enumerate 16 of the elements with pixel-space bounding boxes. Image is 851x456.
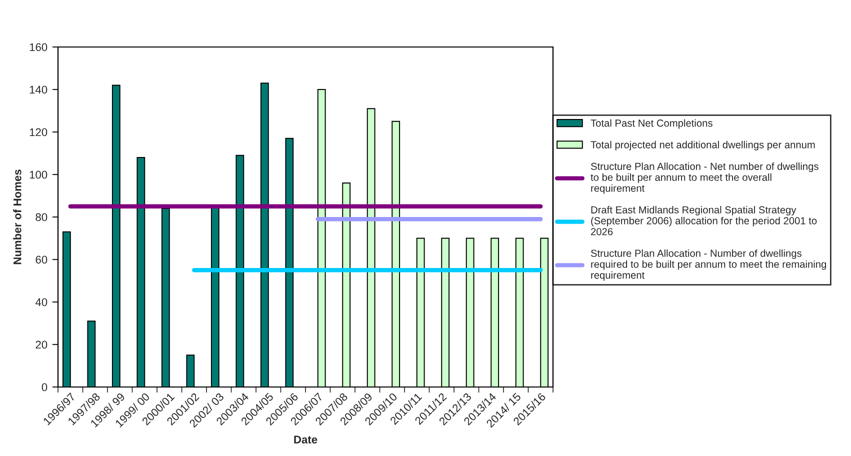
legend-label: Total Past Net Completions: [590, 119, 712, 129]
y-tick-label: 0: [42, 383, 48, 392]
y-tick-label: 100: [30, 170, 48, 179]
y-tick-label: 60: [36, 256, 48, 264]
legend-label: Structure Plan Allocation - Number of dwellings required to be built per annum to meet the remaining requirement: [590, 249, 826, 281]
y-tick-label: 20: [36, 340, 48, 349]
y-tick-label: 160: [30, 43, 48, 52]
y-tick-label: 120: [30, 128, 48, 136]
y-axis-title: Number of Homes: [13, 170, 22, 264]
x-axis-title: Date: [294, 436, 318, 444]
legend-label: Draft East Midlands Regional Spatial Strategy (September 2006) allocation for the period 2001 to 2026: [591, 206, 817, 236]
y-tick-label: 140: [30, 86, 48, 94]
legend-label: Total projected net additional dwellings per annum: [590, 140, 815, 150]
y-tick-label: 80: [36, 213, 48, 222]
y-tick-label: 40: [35, 298, 48, 306]
legend-label: Structure Plan Allocation - Net number of dwellings to be built per annum to meet the overall requirement: [590, 162, 818, 194]
